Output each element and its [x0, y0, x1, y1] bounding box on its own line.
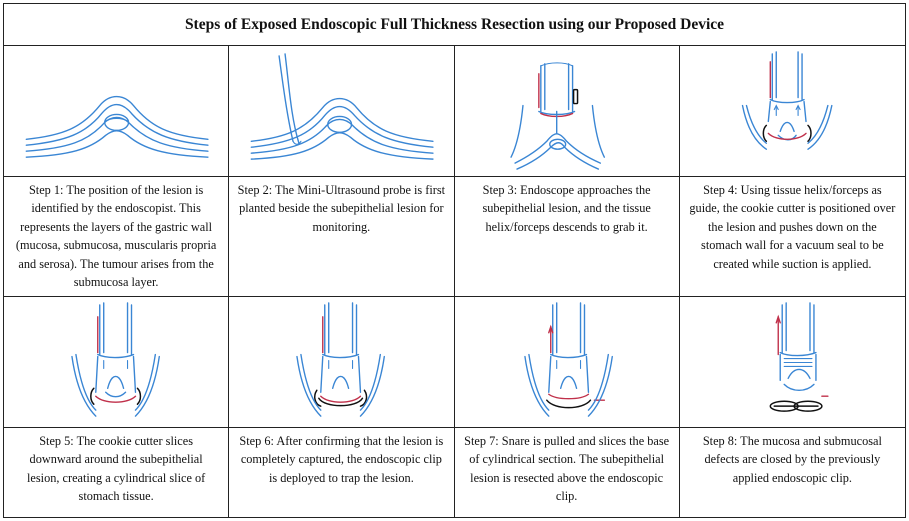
- step-4-image: [679, 46, 905, 177]
- step-8-image: [679, 297, 905, 428]
- step-1-image: [4, 46, 230, 177]
- step-5-image: [4, 297, 230, 428]
- snare-resection-sketch: [523, 302, 613, 417]
- step-2-image: [229, 46, 455, 177]
- step-1-caption: Step 1: The position of the lesion is id…: [4, 177, 230, 297]
- step-6-image: [229, 297, 455, 428]
- ultrasound-probe-sketch: [250, 53, 434, 160]
- cookie-cutter-slice-sketch: [71, 302, 160, 417]
- step-5-caption: Step 5: The cookie cutter slices downwar…: [4, 428, 230, 517]
- figure-frame: Steps of Exposed Endoscopic Full Thickne…: [3, 3, 906, 518]
- step-8-caption: Step 8: The mucosa and submucosal defect…: [702, 434, 882, 485]
- step-3-caption: Step 3: Endoscope approaches the subepit…: [454, 177, 680, 297]
- step-7-image: [454, 297, 680, 428]
- step-3-image: [454, 46, 680, 177]
- step-2-caption: Step 2: The Mini-Ultrasound probe is fir…: [229, 177, 455, 297]
- step-4-caption: Step 4: Using tissue helix/forceps as gu…: [679, 177, 905, 297]
- gastric-wall-lesion-sketch: [25, 95, 209, 158]
- cookie-cutter-seal-sketch: [741, 51, 833, 150]
- step-6-caption: Step 6: After confirming that the lesion…: [229, 428, 455, 517]
- steps-grid: Step 1: The position of the lesion is id…: [4, 46, 905, 517]
- defect-closure-sketch: [769, 302, 829, 412]
- step-7-caption: Step 7: Snare is pulled and slices the b…: [455, 428, 680, 517]
- endoscope-approach-sketch: [509, 62, 605, 170]
- figure-title: Steps of Exposed Endoscopic Full Thickne…: [4, 4, 905, 46]
- endoscopic-clip-sketch: [296, 302, 386, 417]
